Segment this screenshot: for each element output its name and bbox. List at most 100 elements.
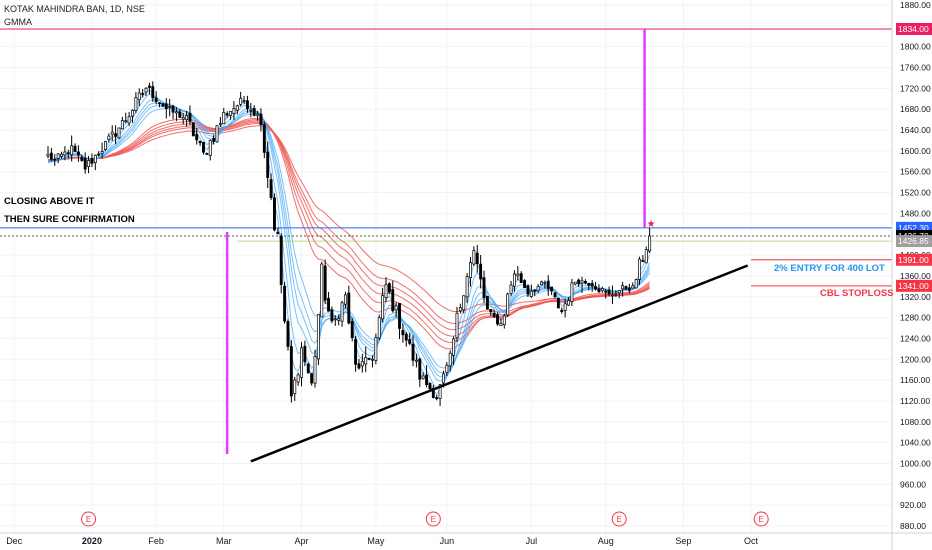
candle-body bbox=[212, 137, 216, 142]
candle-body bbox=[124, 120, 128, 123]
candle-body bbox=[269, 179, 273, 198]
candle-body bbox=[215, 125, 219, 143]
candle-body bbox=[354, 339, 358, 365]
stoploss-text[interactable]: CBL STOPLOSS bbox=[820, 288, 894, 299]
candle-body bbox=[506, 293, 510, 316]
candle-body bbox=[333, 318, 337, 321]
candle-body bbox=[418, 358, 422, 380]
y-tick-label: 1720.00 bbox=[900, 83, 931, 93]
candle-body bbox=[553, 292, 557, 298]
candle-body bbox=[191, 122, 195, 137]
then-sure-text[interactable]: THEN SURE CONFIRMATION bbox=[4, 214, 135, 225]
candle-body bbox=[360, 361, 364, 367]
gmma-ema-60 bbox=[48, 125, 650, 312]
candle-body bbox=[310, 373, 314, 384]
candle-body bbox=[583, 281, 587, 284]
price-label-tag bbox=[896, 253, 932, 266]
candle-body bbox=[401, 330, 405, 336]
candle-body bbox=[638, 258, 641, 280]
candle-body bbox=[151, 86, 155, 99]
candle-body bbox=[141, 93, 145, 95]
closing-above-text[interactable]: CLOSING ABOVE IT bbox=[4, 196, 95, 207]
candle-body bbox=[198, 140, 202, 144]
candle-body bbox=[185, 115, 189, 121]
candle-body bbox=[229, 110, 232, 116]
earnings-marker-label: E bbox=[759, 515, 764, 524]
candle-body bbox=[482, 277, 486, 299]
candle-body bbox=[56, 153, 60, 159]
x-tick-label: Feb bbox=[148, 536, 164, 546]
candle-body bbox=[428, 382, 432, 390]
candle-body bbox=[80, 157, 84, 161]
candle-body bbox=[371, 358, 374, 361]
price-label-text: 1834.00 bbox=[898, 24, 929, 34]
candle-body bbox=[469, 262, 472, 279]
candle-body bbox=[171, 105, 175, 113]
candle-body bbox=[347, 292, 351, 324]
candle-body bbox=[408, 339, 412, 344]
candle-body bbox=[567, 300, 570, 306]
price-label-text: 1341.00 bbox=[898, 281, 929, 291]
price-label-tag bbox=[896, 235, 932, 248]
candle-body bbox=[631, 285, 635, 289]
candle-body bbox=[512, 273, 516, 287]
candle-body bbox=[131, 109, 134, 117]
candle-body bbox=[316, 314, 320, 360]
y-tick-label: 1160.00 bbox=[900, 375, 930, 385]
earnings-marker bbox=[81, 511, 97, 527]
candle-body bbox=[259, 113, 263, 125]
candle-body bbox=[580, 280, 584, 284]
candle-body bbox=[550, 286, 554, 292]
y-tick-label: 1640.00 bbox=[900, 125, 931, 135]
price-label-text: 1391.00 bbox=[898, 255, 929, 265]
candle-body bbox=[455, 312, 459, 339]
x-tick-label: Dec bbox=[6, 536, 23, 546]
y-tick-label: 1280.00 bbox=[900, 313, 931, 323]
entry-text[interactable]: 2% ENTRY FOR 400 LOT bbox=[774, 263, 885, 274]
candle-body bbox=[232, 108, 236, 114]
candle-body bbox=[337, 318, 341, 321]
candle-body bbox=[502, 315, 506, 326]
candle-body bbox=[448, 352, 452, 367]
candle-body bbox=[563, 303, 567, 311]
candle-body bbox=[144, 87, 148, 93]
candle-body bbox=[536, 286, 540, 292]
y-tick-label: 960.00 bbox=[900, 479, 926, 489]
price-label-text: 1452.30 bbox=[898, 223, 929, 233]
candle-body bbox=[648, 235, 652, 252]
candle-body bbox=[411, 343, 415, 361]
price-label-text: 1426.85 bbox=[898, 236, 929, 246]
y-tick-label: 1320.00 bbox=[900, 292, 931, 302]
candle-body bbox=[611, 294, 614, 297]
candle-body bbox=[533, 289, 537, 292]
candle-body bbox=[90, 158, 94, 164]
candle-body bbox=[607, 289, 611, 295]
candle-body bbox=[256, 113, 260, 116]
drawings-layer: ★ bbox=[225, 28, 749, 463]
candle-body bbox=[438, 384, 442, 399]
candle-body bbox=[276, 231, 280, 234]
candle-body bbox=[445, 364, 449, 373]
candle-body bbox=[320, 263, 324, 318]
candle-body bbox=[485, 295, 489, 310]
candle-body bbox=[540, 281, 543, 286]
candle-body bbox=[161, 103, 165, 107]
earnings-marker bbox=[753, 511, 769, 527]
earnings-marker bbox=[425, 511, 441, 527]
candle-body bbox=[330, 309, 334, 322]
candle-body bbox=[107, 135, 111, 140]
candle-body bbox=[73, 145, 77, 152]
candle-body bbox=[178, 111, 182, 118]
candle-body bbox=[624, 286, 628, 290]
earnings-marker-label: E bbox=[617, 515, 622, 524]
y-tick-label: 1480.00 bbox=[900, 208, 931, 218]
candle-body bbox=[97, 153, 101, 156]
candle-body bbox=[158, 102, 161, 105]
candle-body bbox=[266, 151, 270, 178]
x-tick-label: Mar bbox=[216, 536, 232, 546]
y-tick-label: 1760.00 bbox=[900, 63, 931, 73]
candle-body bbox=[458, 307, 462, 312]
